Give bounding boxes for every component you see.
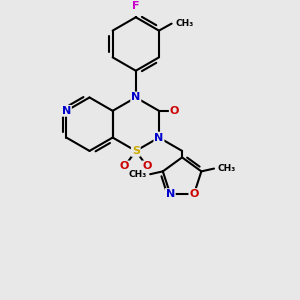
- Text: S: S: [132, 146, 140, 156]
- Text: CH₃: CH₃: [128, 170, 147, 179]
- Text: N: N: [166, 189, 175, 199]
- Text: F: F: [132, 1, 140, 11]
- Text: N: N: [131, 92, 140, 103]
- Text: N: N: [62, 106, 71, 116]
- Text: N: N: [154, 133, 164, 142]
- Text: O: O: [142, 161, 152, 171]
- Text: CH₃: CH₃: [176, 19, 194, 28]
- Text: CH₃: CH₃: [218, 164, 236, 173]
- Text: O: O: [189, 189, 199, 199]
- Text: O: O: [170, 106, 179, 116]
- Text: O: O: [120, 161, 129, 171]
